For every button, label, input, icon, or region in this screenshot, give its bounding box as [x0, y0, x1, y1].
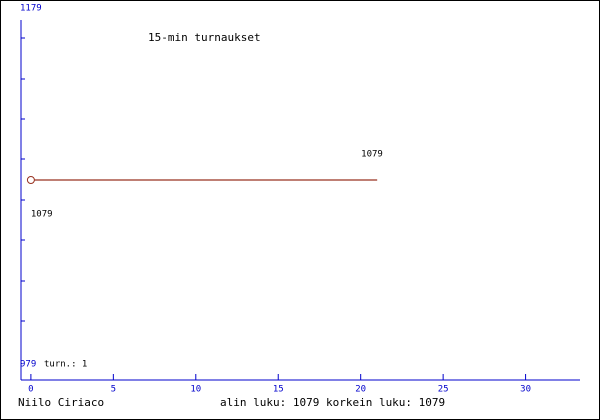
x-tick-label: 10 [190, 385, 201, 395]
x-tick-label: 0 [28, 385, 33, 395]
x-tick-label: 15 [273, 385, 284, 395]
x-tick-label: 20 [355, 385, 366, 395]
y-minor-ticks [21, 37, 25, 322]
y-tick-label: 979 [20, 360, 36, 370]
annotation: turn.: 1 [44, 360, 87, 370]
y-tick-label: 1179 [20, 4, 42, 14]
footer-right: alin luku: 1079 korkein luku: 1079 [220, 396, 445, 409]
start-marker [26, 176, 35, 184]
value-label: 1079 [31, 210, 53, 220]
x-tick-label: 30 [520, 385, 531, 395]
x-tick-label: 5 [111, 385, 116, 395]
value-label: 1079 [361, 150, 383, 160]
footer-left: Niilo Ciriaco [18, 396, 104, 409]
chart-title: 15-min turnaukset [148, 31, 261, 44]
x-tick-label: 25 [438, 385, 449, 395]
